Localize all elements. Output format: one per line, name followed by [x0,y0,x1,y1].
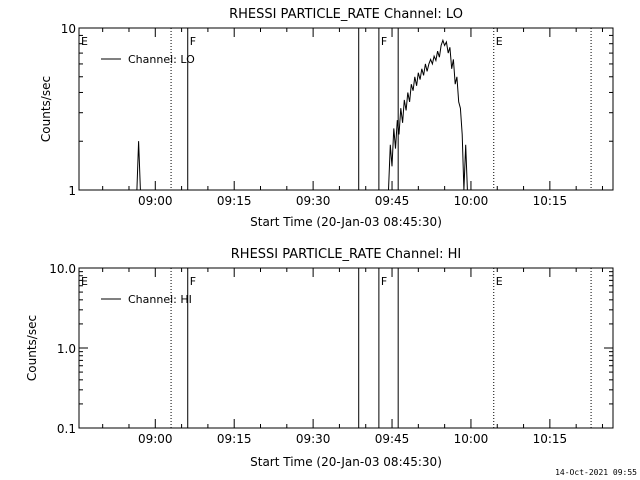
x-tick-label: 09:00 [138,194,173,208]
y-tick-label: 1 [68,184,76,198]
x-tick-label: 09:30 [296,194,331,208]
legend-label: Channel: LO [128,53,195,66]
y-tick-label: 1.0 [57,342,76,356]
event-marker-label: E [496,35,503,48]
event-marker-label: E [496,275,503,288]
x-tick-label: 09:30 [296,432,331,446]
chart-title: RHESSI PARTICLE_RATE Channel: LO [229,7,463,22]
y-axis-label: Counts/sec [25,315,39,381]
legend-label: Channel: HI [128,293,192,306]
event-marker-label: F [190,35,196,48]
y-axis-label: Counts/sec [39,76,53,142]
event-marker-label: F [381,35,387,48]
x-tick-label: 10:15 [533,432,568,446]
x-tick-label: 10:15 [533,194,568,208]
event-marker-label: E [81,35,88,48]
x-tick-label: 09:45 [375,432,410,446]
x-tick-label: 10:00 [454,194,489,208]
chart-title: RHESSI PARTICLE_RATE Channel: HI [231,247,461,262]
x-tick-label: 09:15 [217,194,252,208]
x-tick-label: 10:00 [454,432,489,446]
x-tick-label: 09:45 [375,194,410,208]
x-tick-label: 09:00 [138,432,173,446]
footer-timestamp: 14-Oct-2021 09:55 [555,468,637,477]
y-tick-label: 0.1 [57,422,76,436]
y-tick-label: 10.0 [49,262,76,276]
event-marker-label: F [381,275,387,288]
chart-panel-lo: RHESSI PARTICLE_RATE Channel: LO 09:00 09:… [39,7,614,229]
series-line [136,38,468,191]
chart-panel-hi: RHESSI PARTICLE_RATE Channel: HI 09:00 09:… [25,247,614,469]
x-tick-label: 09:15 [217,432,252,446]
event-marker-label: F [190,275,196,288]
x-axis-label: Start Time (20-Jan-03 08:45:30) [250,455,442,469]
y-tick-label: 10 [61,22,76,36]
event-marker-label: E [81,275,88,288]
x-axis-label: Start Time (20-Jan-03 08:45:30) [250,215,442,229]
